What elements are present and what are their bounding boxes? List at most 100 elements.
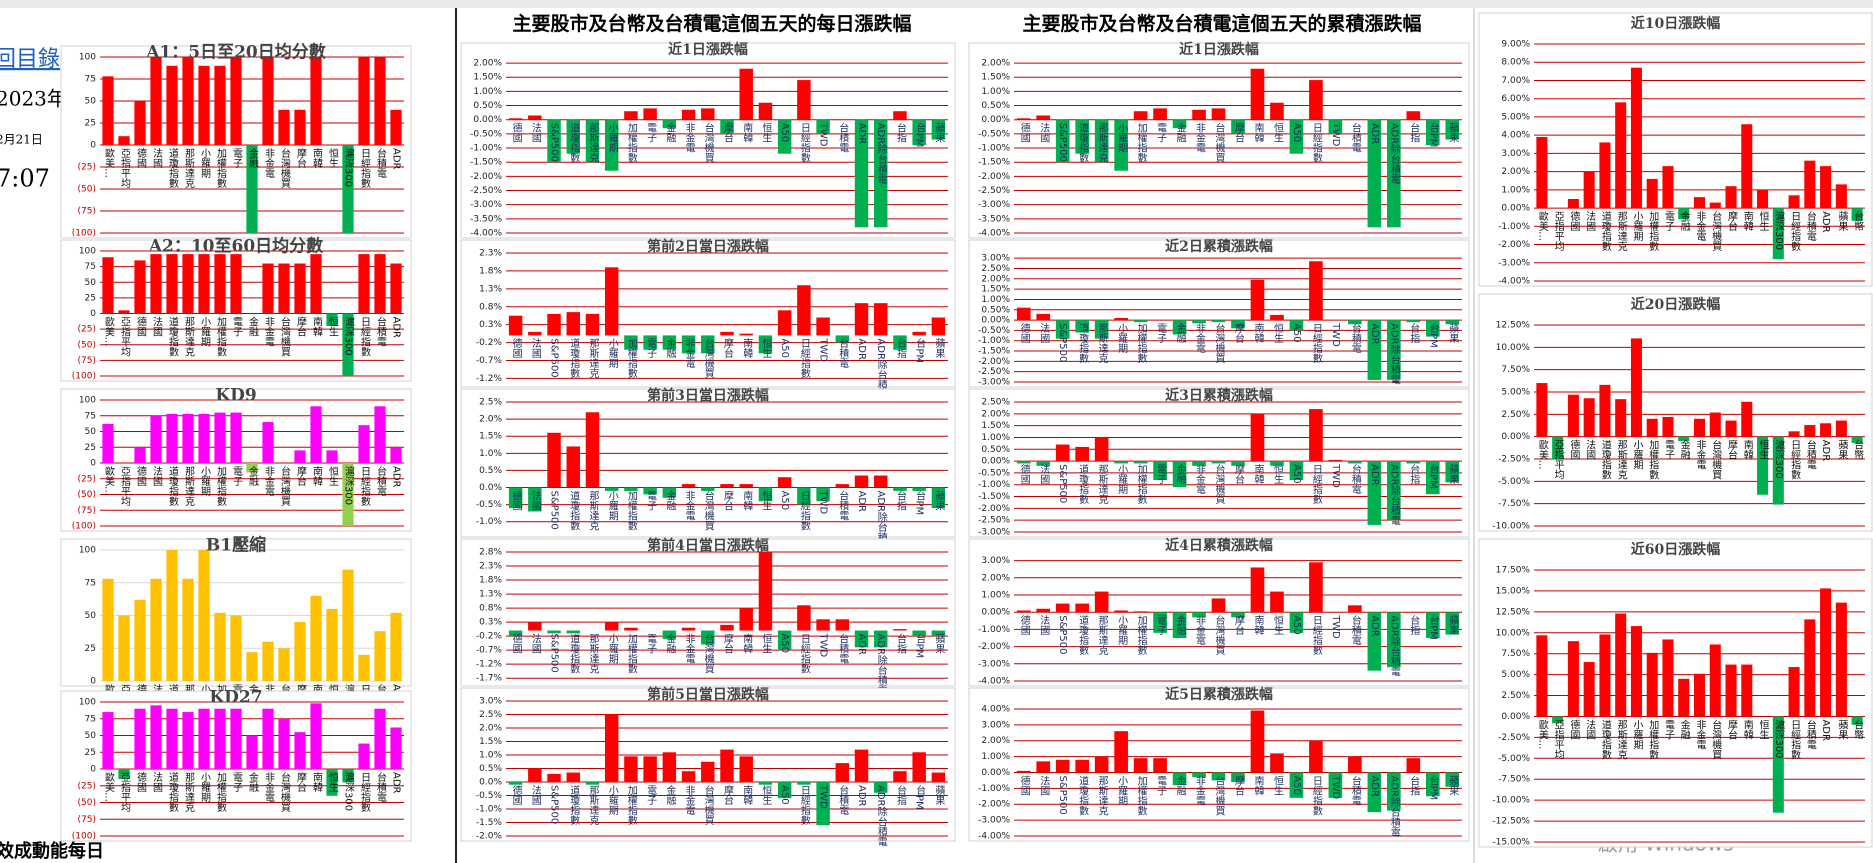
x-tick-label: ADR — [1820, 440, 1831, 462]
y-tick-label: -4.00% — [978, 677, 1010, 687]
bar — [1406, 320, 1421, 323]
y-tick-label: -5.00% — [1498, 477, 1530, 487]
x-tick-label: 台灣機買 — [1710, 210, 1722, 252]
y-tick-label: 0.8% — [479, 604, 502, 614]
bar — [1835, 602, 1847, 717]
x-tick-label: TWD — [1330, 322, 1341, 347]
bar — [604, 267, 619, 336]
y-tick-label: 75 — [85, 411, 96, 421]
bar — [893, 111, 907, 120]
bar — [1348, 320, 1362, 325]
y-tick-label: -0.5% — [476, 791, 503, 801]
x-tick-label: 法國 — [151, 771, 163, 793]
bar — [1367, 119, 1382, 228]
x-tick-label: ADR — [391, 317, 402, 339]
bar — [230, 254, 242, 314]
y-tick-label: -0.2% — [476, 632, 503, 642]
y-tick-label: 1.5% — [479, 737, 502, 747]
y-tick-label: -1.50% — [978, 492, 1010, 502]
bar — [1192, 461, 1206, 466]
x-tick-label: 德國 — [510, 122, 522, 144]
bar — [1725, 186, 1737, 209]
y-tick-label: (25) — [78, 474, 96, 484]
x-tick-label: 台積電 — [1349, 614, 1361, 645]
bar — [912, 487, 926, 491]
x-tick-label: 台幣 — [1852, 438, 1864, 460]
bar — [1630, 67, 1642, 209]
x-tick-label: 非金電 — [1194, 775, 1206, 805]
x-tick-label: 加權指數 — [625, 490, 637, 531]
bar — [182, 578, 194, 681]
bar — [358, 654, 370, 681]
y-tick-label: 75 — [85, 714, 96, 724]
bar — [777, 782, 792, 799]
bar — [739, 756, 753, 782]
x-tick-label: 小羅期 — [1116, 323, 1128, 354]
x-tick-label: A50 — [779, 634, 790, 654]
bar — [585, 119, 600, 163]
y-tick-label: -1.0% — [476, 805, 503, 815]
y-tick-label: 1.00% — [473, 87, 502, 97]
bar — [758, 552, 773, 631]
bar — [166, 254, 178, 314]
x-tick-label: ADR除台積電 — [1388, 123, 1400, 185]
x-tick-label: 道瓊指數 — [167, 147, 179, 189]
bar — [1445, 461, 1460, 483]
bar — [777, 310, 792, 336]
x-tick-label: 歐美… — [103, 465, 115, 496]
bar — [528, 768, 542, 782]
y-tick-label: 0.00% — [981, 608, 1010, 618]
bar — [198, 550, 210, 681]
chart-title: KD27 — [209, 688, 262, 708]
y-tick-label: -1.00% — [978, 784, 1010, 794]
y-tick-label: -1.00% — [978, 336, 1010, 346]
bar — [118, 136, 130, 145]
x-tick-label: 摩台 — [1726, 210, 1738, 232]
bar — [390, 612, 402, 681]
bar — [547, 432, 561, 488]
x-tick-label: 非金電 — [683, 785, 695, 815]
menu-link[interactable]: 回目錄 — [0, 47, 60, 72]
x-tick-label: 日經指數 — [359, 148, 371, 189]
column-header-bar — [0, 0, 1873, 8]
bar — [1788, 195, 1800, 209]
x-tick-label: 南韓 — [1741, 438, 1753, 460]
x-tick-label: 恒生 — [760, 632, 772, 653]
bar — [118, 615, 130, 681]
x-tick-label: 非金電 — [1194, 323, 1206, 353]
bar — [390, 727, 402, 769]
y-tick-label: -4.00% — [978, 832, 1010, 842]
bar — [1289, 612, 1304, 633]
chart-title: 近3日累積漲跌幅 — [1165, 387, 1273, 404]
x-tick-label: 道瓊指數 — [1599, 438, 1611, 480]
bar — [681, 335, 696, 354]
x-tick-label: 日經指數 — [1310, 323, 1322, 364]
x-tick-label: 那斯達克 — [587, 123, 599, 164]
bar — [508, 315, 523, 336]
y-tick-label: 4.00% — [1501, 131, 1530, 141]
y-tick-label: -2.0% — [476, 832, 503, 842]
bar — [1693, 418, 1706, 437]
bar — [720, 484, 734, 488]
bar — [643, 756, 657, 782]
bar — [1114, 731, 1128, 773]
bar — [1075, 320, 1089, 333]
bar — [1367, 320, 1382, 380]
bar — [1348, 461, 1362, 464]
bar — [1599, 142, 1611, 209]
bar — [1772, 436, 1784, 505]
bar — [816, 317, 830, 336]
bar — [1693, 197, 1706, 209]
x-tick-label: 滬深300 — [343, 315, 355, 355]
bar — [528, 622, 542, 631]
bar — [797, 782, 811, 785]
bar — [1036, 461, 1051, 466]
y-tick-label: 25 — [85, 644, 96, 654]
x-tick-label: 摩台 — [1726, 438, 1738, 460]
bar — [1646, 418, 1658, 437]
y-tick-label: -4.00% — [978, 229, 1010, 239]
x-tick-label: 蘋果 — [933, 123, 945, 144]
bar — [566, 446, 580, 488]
x-tick-label: 歐美… — [1536, 718, 1548, 749]
